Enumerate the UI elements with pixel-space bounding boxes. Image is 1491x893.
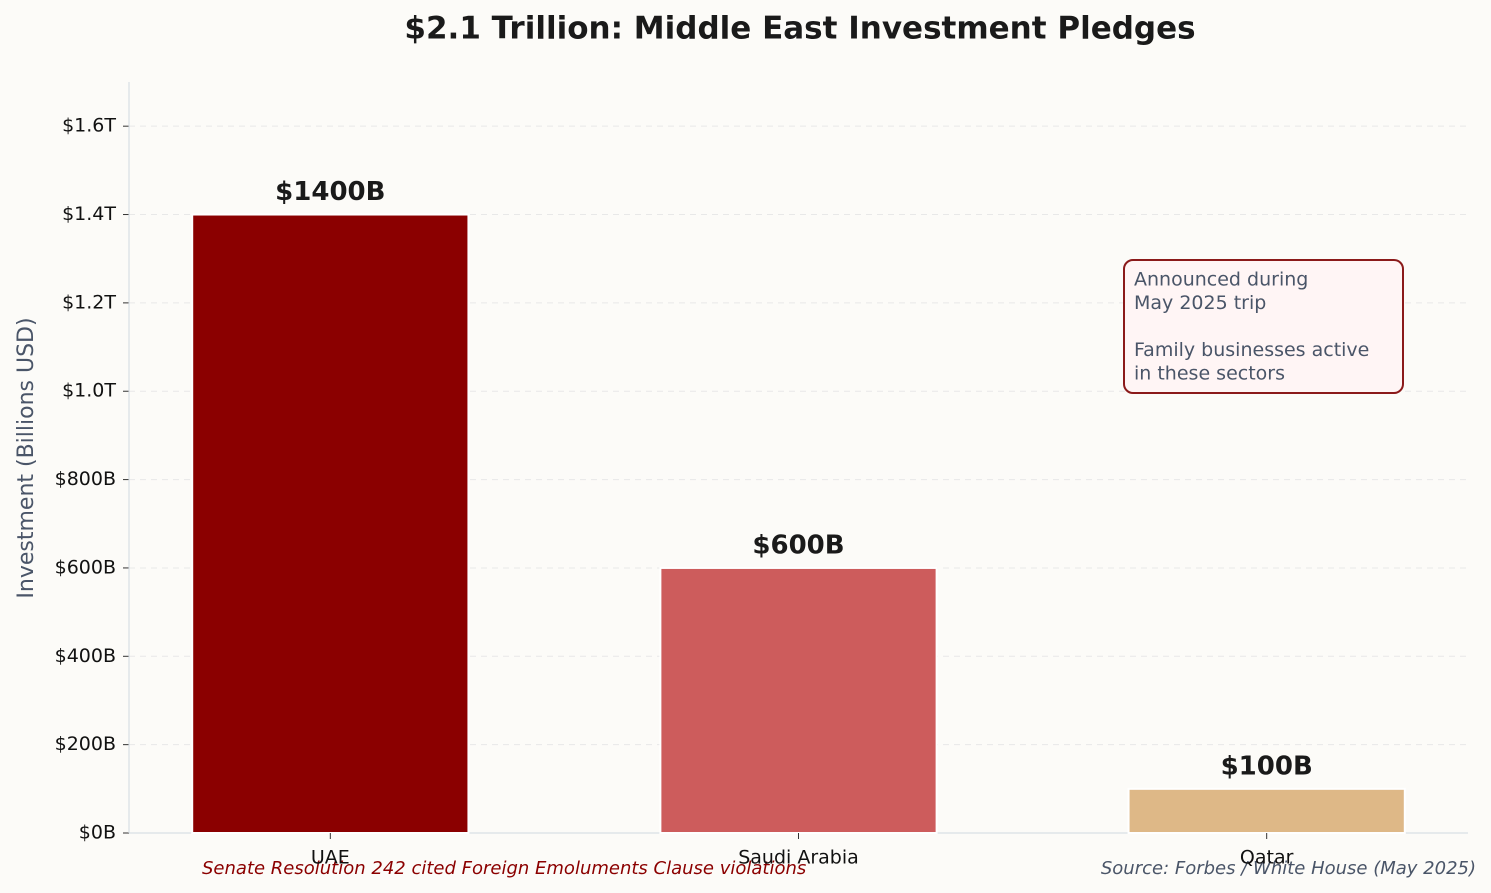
value-label: $600B [752,530,844,560]
y-tick-label: $1.6T [62,115,116,137]
value-label: $100B [1221,751,1313,781]
x-tick-label: UAE [311,847,350,869]
bar [1127,787,1406,835]
bar [659,566,938,834]
y-tick-label: $800B [55,468,116,490]
y-tick-label: $400B [55,645,116,667]
y-tick-label: $600B [55,556,116,578]
footnote: Senate Resolution 242 cited Foreign Emol… [202,858,806,879]
annotation-text: Announced during [1134,269,1308,291]
source: Source: Forbes / White House (May 2025) [1101,858,1476,879]
value-label: $1400B [275,177,385,207]
y-tick-label: $1.2T [62,291,116,313]
y-tick-label: $200B [55,733,116,755]
y-tick-label: $0B [79,822,116,844]
y-axis-label: Investment (Billions USD) [14,317,39,598]
y-tick-label: $1.0T [62,380,116,402]
bar [191,213,470,834]
annotation-text: in these sectors [1134,363,1285,385]
annotation-text: May 2025 trip [1134,292,1266,314]
annotation-text: Family businesses active [1134,339,1369,361]
y-tick-label: $1.4T [62,203,116,225]
x-tick-label: Saudi Arabia [738,847,859,869]
x-tick-label: Qatar [1240,847,1294,869]
annotation-box [1123,259,1404,394]
chart-title: $2.1 Trillion: Middle East Investment Pl… [404,11,1195,47]
